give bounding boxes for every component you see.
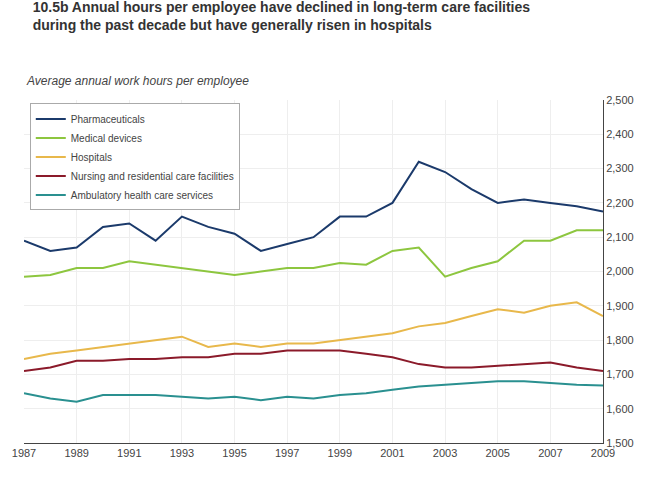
svg-text:2005: 2005 bbox=[485, 447, 509, 459]
svg-text:1989: 1989 bbox=[64, 447, 88, 459]
svg-text:2,100: 2,100 bbox=[606, 231, 634, 243]
svg-text:Ambulatory health care service: Ambulatory health care services bbox=[71, 190, 213, 201]
svg-text:1,800: 1,800 bbox=[606, 334, 634, 346]
svg-text:1,900: 1,900 bbox=[606, 300, 634, 312]
svg-text:1993: 1993 bbox=[170, 447, 194, 459]
svg-text:2,500: 2,500 bbox=[606, 94, 634, 106]
svg-text:2003: 2003 bbox=[433, 447, 457, 459]
svg-text:1999: 1999 bbox=[328, 447, 352, 459]
svg-text:1,500: 1,500 bbox=[606, 437, 634, 449]
svg-text:Average annual work hours per: Average annual work hours per employee bbox=[26, 74, 249, 88]
svg-text:Pharmaceuticals: Pharmaceuticals bbox=[71, 114, 145, 125]
svg-text:1997: 1997 bbox=[275, 447, 299, 459]
svg-text:Nursing and residential care f: Nursing and residential care facilities bbox=[71, 171, 234, 182]
svg-text:2007: 2007 bbox=[538, 447, 562, 459]
svg-text:2,000: 2,000 bbox=[606, 265, 634, 277]
svg-text:2,300: 2,300 bbox=[606, 162, 634, 174]
svg-text:1,700: 1,700 bbox=[606, 368, 634, 380]
svg-text:2001: 2001 bbox=[380, 447, 404, 459]
svg-text:1987: 1987 bbox=[12, 447, 36, 459]
svg-text:1991: 1991 bbox=[117, 447, 141, 459]
svg-text:10.5b Annual hours per employe: 10.5b Annual hours per employee have dec… bbox=[33, 0, 531, 33]
svg-text:2,200: 2,200 bbox=[606, 197, 634, 209]
svg-text:1,600: 1,600 bbox=[606, 403, 634, 415]
svg-text:Hospitals: Hospitals bbox=[71, 152, 112, 163]
svg-text:Medical devices: Medical devices bbox=[71, 133, 142, 144]
svg-text:1995: 1995 bbox=[222, 447, 246, 459]
svg-text:2009: 2009 bbox=[591, 447, 615, 459]
svg-text:2,400: 2,400 bbox=[606, 128, 634, 140]
